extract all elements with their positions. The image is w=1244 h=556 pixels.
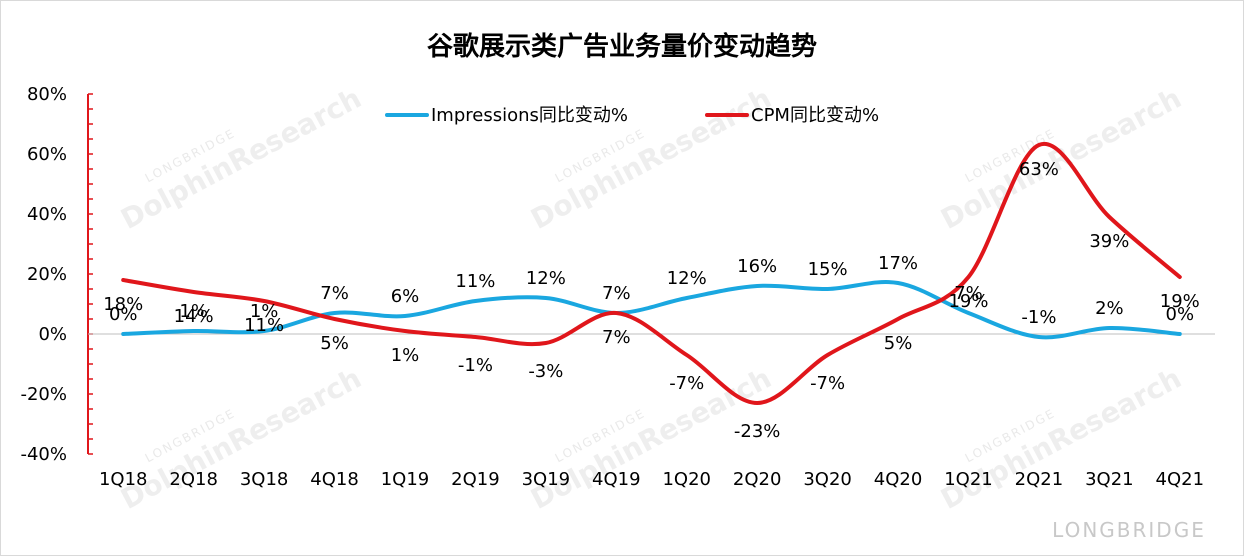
x-tick-label: 4Q21 [1156,469,1205,490]
y-tick-label: 80% [27,84,67,105]
data-label: 2% [1095,298,1124,319]
x-tick-label: 2Q21 [1015,469,1064,490]
x-tick-label: 1Q19 [381,469,430,490]
x-tick-label: 4Q18 [310,469,359,490]
y-tick-label: 0% [38,324,67,345]
data-label: -1% [1021,307,1056,328]
x-tick-label: 2Q19 [451,469,500,490]
data-label: 15% [808,259,848,280]
x-tick-label: 2Q18 [169,469,218,490]
data-label: 18% [103,294,143,315]
watermark-name: DolphinResearch [935,361,1186,516]
series-line-impressions [121,280,1182,340]
data-label: 1% [179,301,208,322]
footer-watermark: LONGBRIDGE [1052,518,1206,542]
x-tick-label: 1Q20 [662,469,711,490]
data-label: 7% [954,283,983,304]
watermark-name: DolphinResearch [115,361,366,516]
x-tick-label: 1Q21 [944,469,993,490]
x-tick-label: 4Q20 [874,469,923,490]
y-tick-label: 60% [27,144,67,165]
watermark-name: DolphinResearch [935,81,1186,236]
data-label: 5% [320,333,349,354]
data-label: -7% [669,373,704,394]
axes: -40% -20% 0% 20% 40% 60% 80% 1Q18 2Q18 3Q18 4Q18 1Q… [20,84,1215,490]
data-label: -1% [458,355,493,376]
data-label: 12% [526,268,566,289]
series-layer [121,141,1182,406]
series-line-cpm [121,141,1182,406]
data-label: 14% [174,306,214,327]
x-tick-label: 1Q18 [99,469,148,490]
y-tick-label: -40% [20,444,67,465]
legend-label: Impressions同比变动% [431,105,628,126]
data-label: 5% [884,333,913,354]
data-label: -23% [734,421,781,442]
data-label: 7% [602,327,631,348]
data-label: 1% [250,301,279,322]
data-label: 17% [878,253,918,274]
data-labels: 0% 1% 1%7% 6%11% 12%7%12%16% 15% 17%7%-1% 2% 0%1… [103,159,1200,442]
data-label: 11% [244,315,284,336]
data-label: 6% [391,286,420,307]
legend-label: CPM同比变动% [751,105,879,126]
watermark-name: DolphinResearch [115,81,366,236]
legend: Impressions同比变动% CPM同比变动% [385,105,879,126]
x-tick-label: 3Q21 [1085,469,1134,490]
x-tick-label: 4Q19 [592,469,641,490]
data-label: 7% [602,283,631,304]
y-tick-label: -20% [20,384,67,405]
y-tick-label: 20% [27,264,67,285]
x-tick-label: 2Q20 [733,469,782,490]
data-label: 16% [737,256,777,277]
data-label: 1% [391,345,420,366]
data-label: -3% [528,361,563,382]
data-label: 19% [1160,291,1200,312]
data-label: 39% [1089,231,1129,252]
y-tick-label: 40% [27,204,67,225]
x-tick-label: 3Q18 [240,469,289,490]
x-tick-label: 3Q19 [522,469,571,490]
data-label: -7% [810,373,845,394]
data-label: 19% [948,291,988,312]
data-label: 0% [1166,304,1195,325]
data-label: 7% [320,283,349,304]
data-label: 12% [667,268,707,289]
x-tick-label: 3Q20 [803,469,852,490]
data-label: 63% [1019,159,1059,180]
data-label: 0% [109,304,138,325]
chart-title: 谷歌展示类广告业务量价变动趋势 [427,31,817,62]
data-label: 11% [455,271,495,292]
